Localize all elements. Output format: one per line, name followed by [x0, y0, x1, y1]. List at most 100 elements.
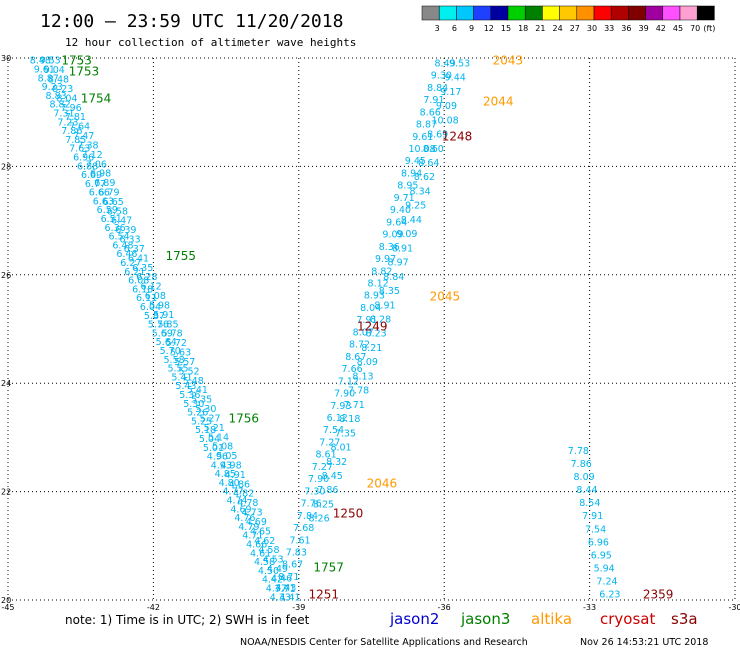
wave-value: 8.82 — [49, 100, 70, 111]
wave-value: 6.23 — [599, 590, 620, 601]
y-tick-label: 24 — [1, 379, 11, 388]
x-tick-label: -30 — [728, 603, 740, 612]
wave-value: 6.35 — [132, 263, 153, 274]
wave-value: 9.53 — [40, 56, 61, 67]
satellite-cryosat: cryosat — [600, 610, 655, 628]
satellite-jason2: jason2 — [389, 610, 439, 628]
wave-value: 5.05 — [216, 451, 237, 462]
legend-label: 70 — [690, 24, 700, 33]
legend-swatch — [559, 5, 578, 21]
legend-label: 18 — [518, 24, 528, 33]
wave-value: 5.18 — [195, 425, 216, 436]
wave-value: 7.68 — [293, 523, 314, 534]
wave-value: 7.24 — [596, 577, 617, 588]
satellite-legend: jason2 jason3 altika cryosat s3a — [389, 610, 698, 628]
wave-value: 7.61 — [289, 535, 310, 546]
pass-number: 1757 — [313, 560, 344, 574]
y-tick-label: 28 — [1, 162, 11, 171]
wave-value: 8.01 — [330, 443, 351, 454]
wave-value: 6.27 — [120, 258, 141, 269]
satellite-jason3: jason3 — [460, 610, 510, 628]
wave-value: 5.30 — [195, 404, 216, 415]
legend-swatch — [628, 5, 646, 21]
wave-value: 8.67 — [345, 352, 366, 363]
wave-value: 6.54 — [108, 232, 129, 243]
footer-note: note: 1) Time is in UTC; 2) SWH is in fe… — [65, 613, 310, 627]
wave-value: 8.87 — [416, 120, 437, 131]
wave-value: 8.12 — [368, 278, 389, 289]
wave-value: 4.73 — [242, 508, 263, 519]
wave-value: 9.17 — [440, 87, 461, 98]
wave-value: 6.18 — [132, 284, 153, 295]
legend-label: 6 — [452, 24, 457, 33]
legend-swatch — [662, 5, 681, 21]
legend-swatch — [438, 5, 457, 21]
chart-title: 12:00 – 23:59 UTC 11/20/2018 — [40, 11, 343, 32]
wave-value: 4.37 — [266, 583, 287, 594]
pass-number: 1250 — [333, 506, 364, 520]
wave-value: 4.86 — [229, 479, 250, 490]
pass-number: 1754 — [81, 92, 112, 106]
wave-value: 7.93 — [330, 401, 351, 412]
x-tick-label: -45 — [1, 603, 14, 612]
wave-value: 4.74 — [226, 496, 247, 507]
wave-value: 4.50 — [258, 566, 279, 577]
wave-value: 8.28 — [370, 315, 391, 326]
pass-number: 2359 — [643, 588, 674, 602]
pass-number: 1755 — [166, 249, 197, 263]
wave-value: 5.52 — [178, 366, 199, 377]
wave-value: 8.04 — [360, 303, 381, 314]
wave-value: 6.33 — [119, 235, 140, 246]
wave-value: 7.63 — [69, 144, 90, 155]
wave-value: 6.36 — [105, 223, 126, 234]
wave-value: 8.61 — [315, 450, 336, 461]
wave-value: 7.91 — [423, 95, 444, 106]
legend-swatch — [679, 5, 698, 21]
wave-value: 8.44 — [401, 215, 422, 226]
legend-swatch — [696, 5, 715, 21]
wave-value: 8.83 — [46, 91, 67, 102]
wave-value: 4.93 — [211, 460, 232, 471]
wave-value: 8.18 — [339, 414, 360, 425]
wave-value: 6.04 — [140, 302, 161, 313]
wave-value: 8.45 — [322, 471, 343, 482]
wave-value: 8.04 — [56, 93, 77, 104]
wave-value: 5.35 — [191, 395, 212, 406]
wave-value: 8.66 — [420, 107, 441, 118]
wave-value: 4.71 — [242, 531, 263, 542]
wave-value: 7.12 — [82, 150, 103, 161]
wave-value: 6.88 — [77, 161, 98, 172]
wave-value: 7.31 — [53, 108, 74, 119]
wave-value: 9.61 — [412, 132, 433, 143]
wave-value: 5.08 — [212, 442, 233, 453]
wave-value: 7.27 — [319, 437, 340, 448]
wave-value: 4.96 — [207, 452, 228, 463]
x-tick-label: -39 — [292, 603, 305, 612]
wave-value: 6.51 — [101, 214, 122, 225]
wave-value: 7.86 — [317, 485, 338, 496]
wave-value: 8.35 — [379, 286, 400, 297]
wave-value: 4.85 — [215, 469, 236, 480]
y-tick-label: 26 — [1, 271, 11, 280]
legend-label: (ft) — [703, 24, 715, 33]
wave-value: 7.96 — [61, 103, 82, 114]
wave-value: 4.77 — [223, 487, 244, 498]
wave-value: 6.58 — [107, 206, 128, 217]
wave-value: 8.48 — [30, 56, 51, 67]
chart-subtitle: 12 hour collection of altimeter wave hei… — [65, 36, 356, 49]
wave-value: 4.76 — [234, 513, 255, 524]
wave-value: 8.69 — [427, 130, 448, 141]
pass-number: 1251 — [308, 588, 339, 602]
wave-value: 4.61 — [250, 548, 271, 559]
wave-value: 9.71 — [394, 193, 415, 204]
wave-value: 7.64 — [69, 122, 90, 133]
wave-value: 8.84 — [427, 83, 448, 94]
wave-value: 7.71 — [275, 584, 296, 595]
wave-value: 9.53 — [449, 58, 470, 69]
wave-value: 8.60 — [423, 144, 444, 155]
pass-number: 2044 — [483, 94, 514, 108]
wave-value: 8.25 — [313, 499, 334, 510]
wave-value: 7.78 — [568, 446, 589, 457]
